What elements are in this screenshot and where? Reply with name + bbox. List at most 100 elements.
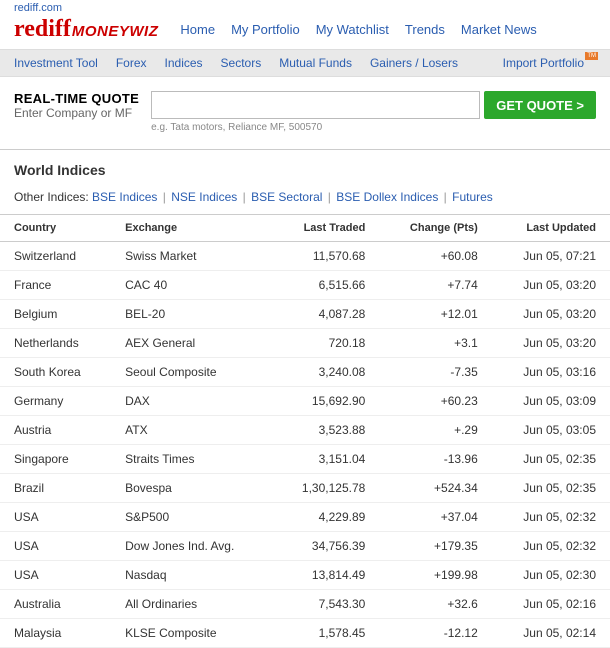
th-country[interactable]: Country <box>0 215 111 242</box>
subnav-sectors[interactable]: Sectors <box>221 56 262 70</box>
cell-exchange: Dow Jones Ind. Avg. <box>111 532 272 561</box>
cell-exchange: Straits Times <box>111 445 272 474</box>
table-row: USANasdaq13,814.49+199.98Jun 05, 02:30 <box>0 561 610 590</box>
cell-exchange: CAC 40 <box>111 271 272 300</box>
cell-last-traded: 34,756.39 <box>272 532 379 561</box>
cell-last-updated: Jun 05, 03:16 <box>492 358 610 387</box>
table-row: GermanyDAX15,692.90+60.23Jun 05, 03:09 <box>0 387 610 416</box>
cell-change: +60.08 <box>379 242 491 271</box>
cell-exchange: DAX <box>111 387 272 416</box>
cell-country: Brazil <box>0 474 111 503</box>
table-row: South KoreaSeoul Composite3,240.08-7.35J… <box>0 358 610 387</box>
logo-main: rediff <box>14 16 71 42</box>
cell-exchange: Nasdaq <box>111 561 272 590</box>
quote-input[interactable] <box>151 91 480 119</box>
cell-last-traded: 4,087.28 <box>272 300 379 329</box>
link-bse-sectoral[interactable]: BSE Sectoral <box>251 190 322 204</box>
nav-my-watchlist[interactable]: My Watchlist <box>316 22 389 37</box>
nav-my-portfolio[interactable]: My Portfolio <box>231 22 300 37</box>
cell-change: -12.12 <box>379 619 491 648</box>
cell-last-traded: 3,151.04 <box>272 445 379 474</box>
cell-last-updated: Jun 05, 02:32 <box>492 503 610 532</box>
cell-last-traded: 1,30,125.78 <box>272 474 379 503</box>
cell-exchange: KLSE Composite <box>111 619 272 648</box>
th-exchange[interactable]: Exchange <box>111 215 272 242</box>
cell-last-traded: 6,515.66 <box>272 271 379 300</box>
table-row: SwitzerlandSwiss Market11,570.68+60.08Ju… <box>0 242 610 271</box>
cell-exchange: ATX <box>111 416 272 445</box>
th-change[interactable]: Change (Pts) <box>379 215 491 242</box>
subnav-mutual-funds[interactable]: Mutual Funds <box>279 56 352 70</box>
subnav-gainers-losers[interactable]: Gainers / Losers <box>370 56 458 70</box>
get-quote-button[interactable]: GET QUOTE > <box>484 91 596 119</box>
nav-home[interactable]: Home <box>180 22 215 37</box>
nav-trends[interactable]: Trends <box>405 22 445 37</box>
cell-last-traded: 15,692.90 <box>272 387 379 416</box>
cell-exchange: Bovespa <box>111 474 272 503</box>
th-last-updated[interactable]: Last Updated <box>492 215 610 242</box>
link-bse-indices[interactable]: BSE Indices <box>92 190 157 204</box>
cell-last-traded: 11,570.68 <box>272 242 379 271</box>
cell-last-traded: 13,814.49 <box>272 561 379 590</box>
cell-last-traded: 1,578.45 <box>272 619 379 648</box>
subnav-indices[interactable]: Indices <box>165 56 203 70</box>
subnav-import-portfolio[interactable]: Import Portfolio <box>503 56 596 70</box>
subnav-forex[interactable]: Forex <box>116 56 147 70</box>
cell-last-updated: Jun 05, 02:35 <box>492 445 610 474</box>
cell-change: +3.1 <box>379 329 491 358</box>
link-nse-indices[interactable]: NSE Indices <box>171 190 237 204</box>
subnav-investment-tool[interactable]: Investment Tool <box>14 56 98 70</box>
cell-change: +12.01 <box>379 300 491 329</box>
th-last-traded[interactable]: Last Traded <box>272 215 379 242</box>
cell-last-traded: 3,240.08 <box>272 358 379 387</box>
cell-last-updated: Jun 05, 02:30 <box>492 561 610 590</box>
link-futures[interactable]: Futures <box>452 190 493 204</box>
cell-country: USA <box>0 503 111 532</box>
cell-change: +179.35 <box>379 532 491 561</box>
cell-exchange: AEX General <box>111 329 272 358</box>
link-bse-dollex[interactable]: BSE Dollex Indices <box>336 190 438 204</box>
table-row: BelgiumBEL-204,087.28+12.01Jun 05, 03:20 <box>0 300 610 329</box>
cell-change: -7.35 <box>379 358 491 387</box>
cell-country: Netherlands <box>0 329 111 358</box>
cell-last-updated: Jun 05, 03:20 <box>492 329 610 358</box>
cell-change: +7.74 <box>379 271 491 300</box>
cell-exchange: All Ordinaries <box>111 590 272 619</box>
logo[interactable]: rediffMONEYWIZ <box>14 16 158 43</box>
other-indices: Other Indices: BSE Indices | NSE Indices… <box>0 184 610 215</box>
cell-last-updated: Jun 05, 02:16 <box>492 590 610 619</box>
cell-change: +199.98 <box>379 561 491 590</box>
table-row: SingaporeStraits Times3,151.04-13.96Jun … <box>0 445 610 474</box>
table-row: AustriaATX3,523.88+.29Jun 05, 03:05 <box>0 416 610 445</box>
rediff-home-link[interactable]: rediff.com <box>14 2 62 14</box>
cell-last-updated: Jun 05, 03:09 <box>492 387 610 416</box>
other-indices-label: Other Indices: <box>14 190 89 204</box>
cell-last-traded: 4,229.89 <box>272 503 379 532</box>
cell-last-updated: Jun 05, 02:32 <box>492 532 610 561</box>
cell-change: -13.96 <box>379 445 491 474</box>
cell-exchange: S&P500 <box>111 503 272 532</box>
table-row: AustraliaAll Ordinaries7,543.30+32.6Jun … <box>0 590 610 619</box>
cell-change: +.29 <box>379 416 491 445</box>
cell-country: France <box>0 271 111 300</box>
cell-last-traded: 720.18 <box>272 329 379 358</box>
header: rediffMONEYWIZ Home My Portfolio My Watc… <box>0 14 610 49</box>
cell-last-updated: Jun 05, 03:20 <box>492 271 610 300</box>
cell-country: Singapore <box>0 445 111 474</box>
indices-table: Country Exchange Last Traded Change (Pts… <box>0 215 610 648</box>
cell-country: Switzerland <box>0 242 111 271</box>
quote-title: REAL-TIME QUOTE <box>14 91 139 106</box>
cell-last-updated: Jun 05, 03:20 <box>492 300 610 329</box>
cell-change: +32.6 <box>379 590 491 619</box>
cell-country: Germany <box>0 387 111 416</box>
table-row: BrazilBovespa1,30,125.78+524.34Jun 05, 0… <box>0 474 610 503</box>
cell-country: Austria <box>0 416 111 445</box>
cell-last-traded: 3,523.88 <box>272 416 379 445</box>
table-row: NetherlandsAEX General720.18+3.1Jun 05, … <box>0 329 610 358</box>
cell-change: +524.34 <box>379 474 491 503</box>
cell-exchange: BEL-20 <box>111 300 272 329</box>
cell-last-updated: Jun 05, 07:21 <box>492 242 610 271</box>
page-title: World Indices <box>0 150 610 184</box>
cell-last-traded: 7,543.30 <box>272 590 379 619</box>
nav-market-news[interactable]: Market News <box>461 22 537 37</box>
